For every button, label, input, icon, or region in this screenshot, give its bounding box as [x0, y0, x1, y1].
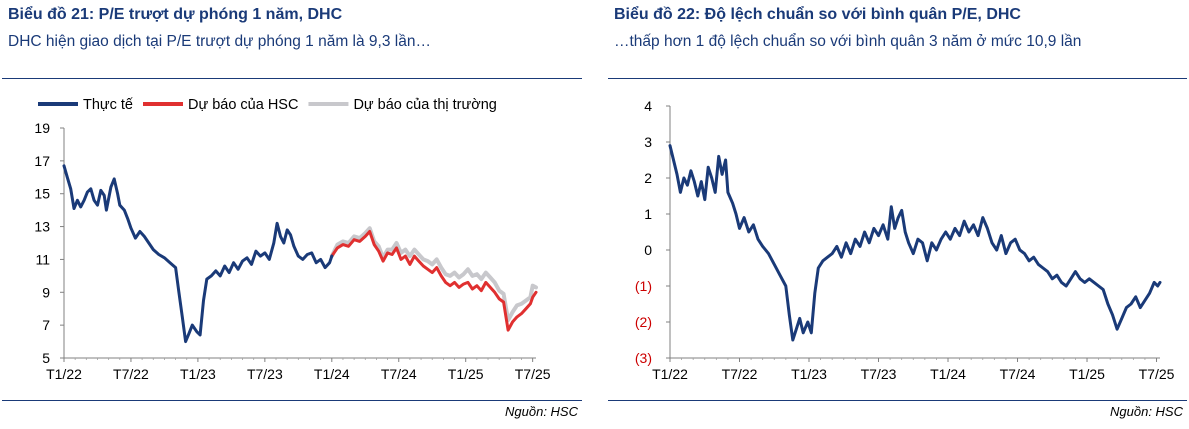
x-tick-label: T1/23: [791, 366, 827, 382]
legend-label: Dự báo của HSC: [188, 97, 298, 113]
y-tick-label: 2: [644, 170, 652, 186]
y-tick-label: 0: [644, 242, 652, 258]
chart-title: Biểu đồ 21: P/E trượt dự phóng 1 năm, DH…: [8, 6, 343, 23]
y-tick-label: 3: [644, 134, 652, 150]
x-tick-label: T1/24: [314, 366, 350, 382]
y-tick-label: 11: [35, 251, 50, 267]
series-line-2: [330, 230, 538, 332]
series-line-1: [668, 144, 1162, 342]
std-deviation-chart: 4 3 2 1 0 (1) (2) (3)T1/22 T7/22 T1/23 T7/23 T1/24 T…: [635, 98, 1175, 382]
y-tick-label: (3): [635, 350, 652, 366]
y-tick-label: 7: [42, 317, 50, 333]
x-tick-label: T7/24: [1000, 366, 1036, 382]
chart-subtitle: …thấp hơn 1 độ lệch chuẩn so với bình qu…: [614, 33, 1082, 50]
chart-subtitle: DHC hiện giao dịch tại P/E trượt dự phón…: [8, 33, 431, 50]
x-tick-label: T7/24: [381, 366, 417, 382]
x-tick-label: T1/23: [180, 366, 216, 382]
x-tick-label: T1/25: [1069, 366, 1105, 382]
divider: [608, 400, 1187, 401]
y-tick-label: 4: [644, 98, 652, 114]
x-tick-label: T7/23: [861, 366, 897, 382]
legend-label: Dự báo của thị trường: [353, 97, 496, 113]
y-tick-label: 5: [42, 350, 50, 366]
chart-title: Biểu đồ 22: Độ lệch chuẩn so với bình qu…: [614, 6, 1021, 23]
y-tick-label: (1): [635, 278, 652, 294]
y-tick-label: 17: [34, 153, 50, 169]
chart-panel-pe-forward: Biểu đồ 21: P/E trượt dự phóng 1 năm, DH…: [0, 0, 584, 429]
divider: [2, 78, 582, 79]
chart-panel-std-deviation: Biểu đồ 22: Độ lệch chuẩn so với bình qu…: [606, 0, 1189, 429]
pe-forward-chart: 5 7 9 11 13 15 17 19 T1/22 T7/22 T1/23 T7/23 T1/24 T7…: [34, 97, 551, 382]
y-tick-label: 13: [34, 219, 50, 235]
y-tick-label: 19: [34, 120, 50, 136]
x-tick-label: T7/25: [1139, 366, 1175, 382]
y-tick-label: 15: [34, 186, 50, 202]
divider: [608, 78, 1187, 79]
x-tick-label: T1/22: [46, 366, 82, 382]
x-tick-label: T7/22: [113, 366, 149, 382]
y-tick-label: 1: [644, 206, 652, 222]
y-tick-label: (2): [635, 314, 652, 330]
divider: [2, 400, 582, 401]
y-tick-label: 9: [42, 284, 50, 300]
legend-label: Thực tế: [83, 97, 133, 113]
x-tick-label: T7/22: [722, 366, 758, 382]
x-tick-label: T7/25: [515, 366, 551, 382]
series-line-1: [62, 164, 334, 344]
x-tick-label: T1/24: [930, 366, 966, 382]
source-note: Nguồn: HSC: [1110, 404, 1183, 419]
x-tick-label: T1/22: [652, 366, 688, 382]
source-note: Nguồn: HSC: [505, 404, 578, 419]
x-tick-label: T1/25: [448, 366, 484, 382]
x-tick-label: T7/23: [247, 366, 283, 382]
